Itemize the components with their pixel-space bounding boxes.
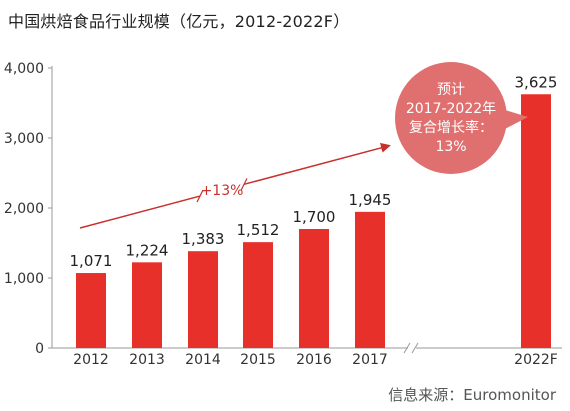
- x-axis: 2012 2013 2014 2015 2016 2017 2022F: [52, 342, 562, 368]
- y-tick-label: 3,000: [4, 131, 44, 147]
- trend-annotation: +13%: [79, 142, 391, 229]
- bar-2013: [132, 262, 162, 348]
- callout-text-line: 复合增长率：: [409, 119, 493, 136]
- bar-2022F: [521, 94, 551, 348]
- trend-arrow: [243, 142, 391, 186]
- x-tick-label: 2015: [240, 352, 276, 368]
- chart-title: 中国烘焙食品行业规模（亿元，2012-2022F）: [8, 12, 350, 31]
- trend-break-mark: [240, 178, 248, 191]
- x-tick-label: 2013: [129, 352, 165, 368]
- bar-value-label: 1,224: [126, 241, 169, 259]
- axis-break-mark: [403, 342, 411, 354]
- trend-break-mark: [196, 189, 204, 203]
- x-tick-label: 2022F: [514, 352, 558, 368]
- bar-value-label: 1,383: [182, 230, 225, 248]
- y-tick-label: 4,000: [4, 61, 44, 77]
- x-tick-label: 2014: [185, 352, 221, 368]
- trend-label: +13%: [201, 183, 244, 199]
- bar-value-label: 1,071: [70, 252, 113, 270]
- bar-value-label: 1,512: [237, 221, 280, 239]
- bar-2015: [243, 242, 273, 348]
- x-tick-label: 2012: [73, 352, 109, 368]
- y-axis: 0 1,000 2,000 3,000 4,000: [4, 61, 53, 357]
- bar-2012: [76, 273, 106, 348]
- y-tick-label: 0: [35, 341, 44, 357]
- x-tick-label: 2016: [296, 352, 332, 368]
- bar-value-labels: 1,071 1,224 1,383 1,512 1,700 1,945 3,625: [70, 73, 558, 270]
- bar-2016: [299, 229, 329, 348]
- bar-2017: [355, 211, 385, 348]
- callout-text-line: 2017-2022年: [406, 101, 496, 117]
- chart-source: 信息来源：Euromonitor: [388, 386, 556, 404]
- x-tick-label: 2017: [352, 352, 388, 368]
- bar-value-label: 3,625: [515, 73, 558, 91]
- trend-line: [79, 195, 201, 229]
- bar-value-label: 1,700: [293, 208, 336, 226]
- callout-pointer: [503, 110, 528, 130]
- callout-text-line: 预计: [437, 82, 465, 98]
- callout-bubble: [395, 62, 507, 174]
- bars: [76, 94, 551, 348]
- y-tick-label: 1,000: [4, 271, 44, 287]
- y-tick-label: 2,000: [4, 201, 44, 217]
- axis-break-mark: [411, 342, 419, 354]
- callout-text-line: 13%: [435, 139, 466, 155]
- bar-value-label: 1,945: [349, 191, 392, 209]
- bar-2014: [188, 251, 218, 348]
